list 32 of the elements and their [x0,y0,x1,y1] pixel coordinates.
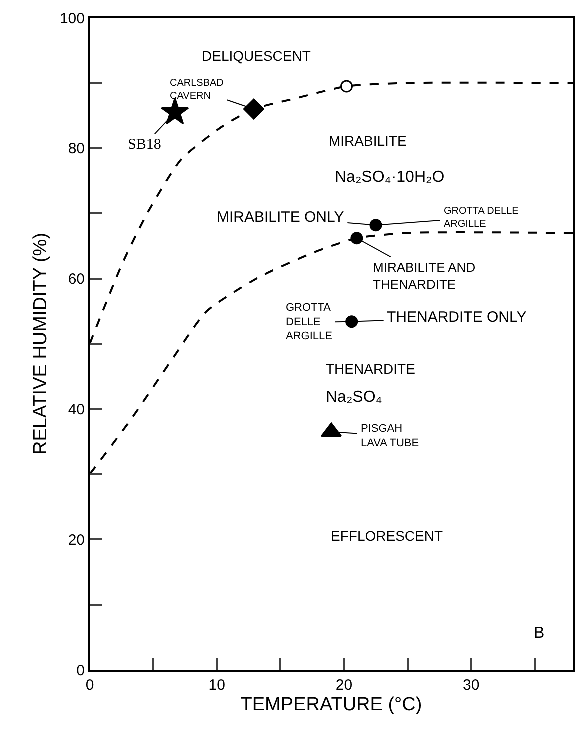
annotation: GROTTA DELLE ARGILLE [286,302,332,343]
x-tick-label: 10 [208,677,226,694]
y-tick-label: 80 [68,140,85,158]
x-tick-label: 20 [336,677,353,694]
annotation: PISGAH LAVA TUBE [361,423,420,450]
y-axis-title: RELATIVE HUMIDITY (%) [30,232,52,456]
y-tick-label: 0 [76,662,85,680]
annotation: THENARDITE ONLY [387,309,527,326]
x-tick-label: 30 [462,677,480,694]
y-tick-label: 20 [68,532,85,549]
point [340,80,353,93]
annotation: THENARDITE [326,361,416,377]
annotation: Na₂SO₄ [326,389,382,406]
annotation: GROTTA DELLE ARGILLE [444,206,520,230]
y-tick-label: 100 [60,10,85,28]
y-tick-label: 60 [68,271,85,288]
point [350,232,364,245]
point [161,98,190,125]
annotation: MIRABILITE [329,133,407,149]
annotation: Na₂SO₄·10H₂O [335,169,445,186]
annotation: MIRABILITE ONLY [217,209,344,226]
point [370,219,382,232]
annotation: DELIQUESCENT [202,48,312,64]
annotation: MIRABILITE AND THENARDITE [373,260,476,292]
annotation: CARLSBAD CAVERN [170,78,224,102]
annotation: SB18 [128,137,162,153]
x-axis-title: TEMPERATURE (°C) [240,694,422,716]
annotation: B [534,625,545,642]
point [346,316,358,328]
y-tick-label: 40 [68,401,85,418]
point [243,98,264,120]
annotation: EFFLORESCENT [331,528,444,544]
